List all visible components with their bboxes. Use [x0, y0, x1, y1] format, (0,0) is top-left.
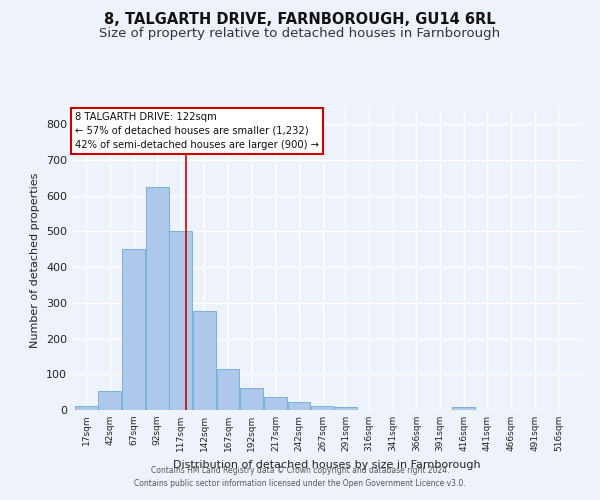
- Bar: [452, 407, 475, 410]
- Bar: [169, 232, 192, 410]
- Bar: [311, 406, 334, 410]
- Text: 8, TALGARTH DRIVE, FARNBOROUGH, GU14 6RL: 8, TALGARTH DRIVE, FARNBOROUGH, GU14 6RL: [104, 12, 496, 28]
- Bar: [217, 369, 239, 410]
- Bar: [193, 310, 216, 410]
- Bar: [241, 388, 263, 410]
- Bar: [334, 407, 357, 410]
- Bar: [122, 250, 145, 410]
- Text: Contains HM Land Registry data © Crown copyright and database right 2024.
Contai: Contains HM Land Registry data © Crown c…: [134, 466, 466, 487]
- Bar: [75, 406, 98, 410]
- Bar: [288, 402, 310, 410]
- Text: 8 TALGARTH DRIVE: 122sqm
← 57% of detached houses are smaller (1,232)
42% of sem: 8 TALGARTH DRIVE: 122sqm ← 57% of detach…: [74, 112, 319, 150]
- X-axis label: Distribution of detached houses by size in Farnborough: Distribution of detached houses by size …: [173, 460, 481, 469]
- Text: Size of property relative to detached houses in Farnborough: Size of property relative to detached ho…: [100, 28, 500, 40]
- Bar: [146, 187, 169, 410]
- Bar: [264, 397, 287, 410]
- Bar: [98, 391, 121, 410]
- Y-axis label: Number of detached properties: Number of detached properties: [31, 172, 40, 348]
